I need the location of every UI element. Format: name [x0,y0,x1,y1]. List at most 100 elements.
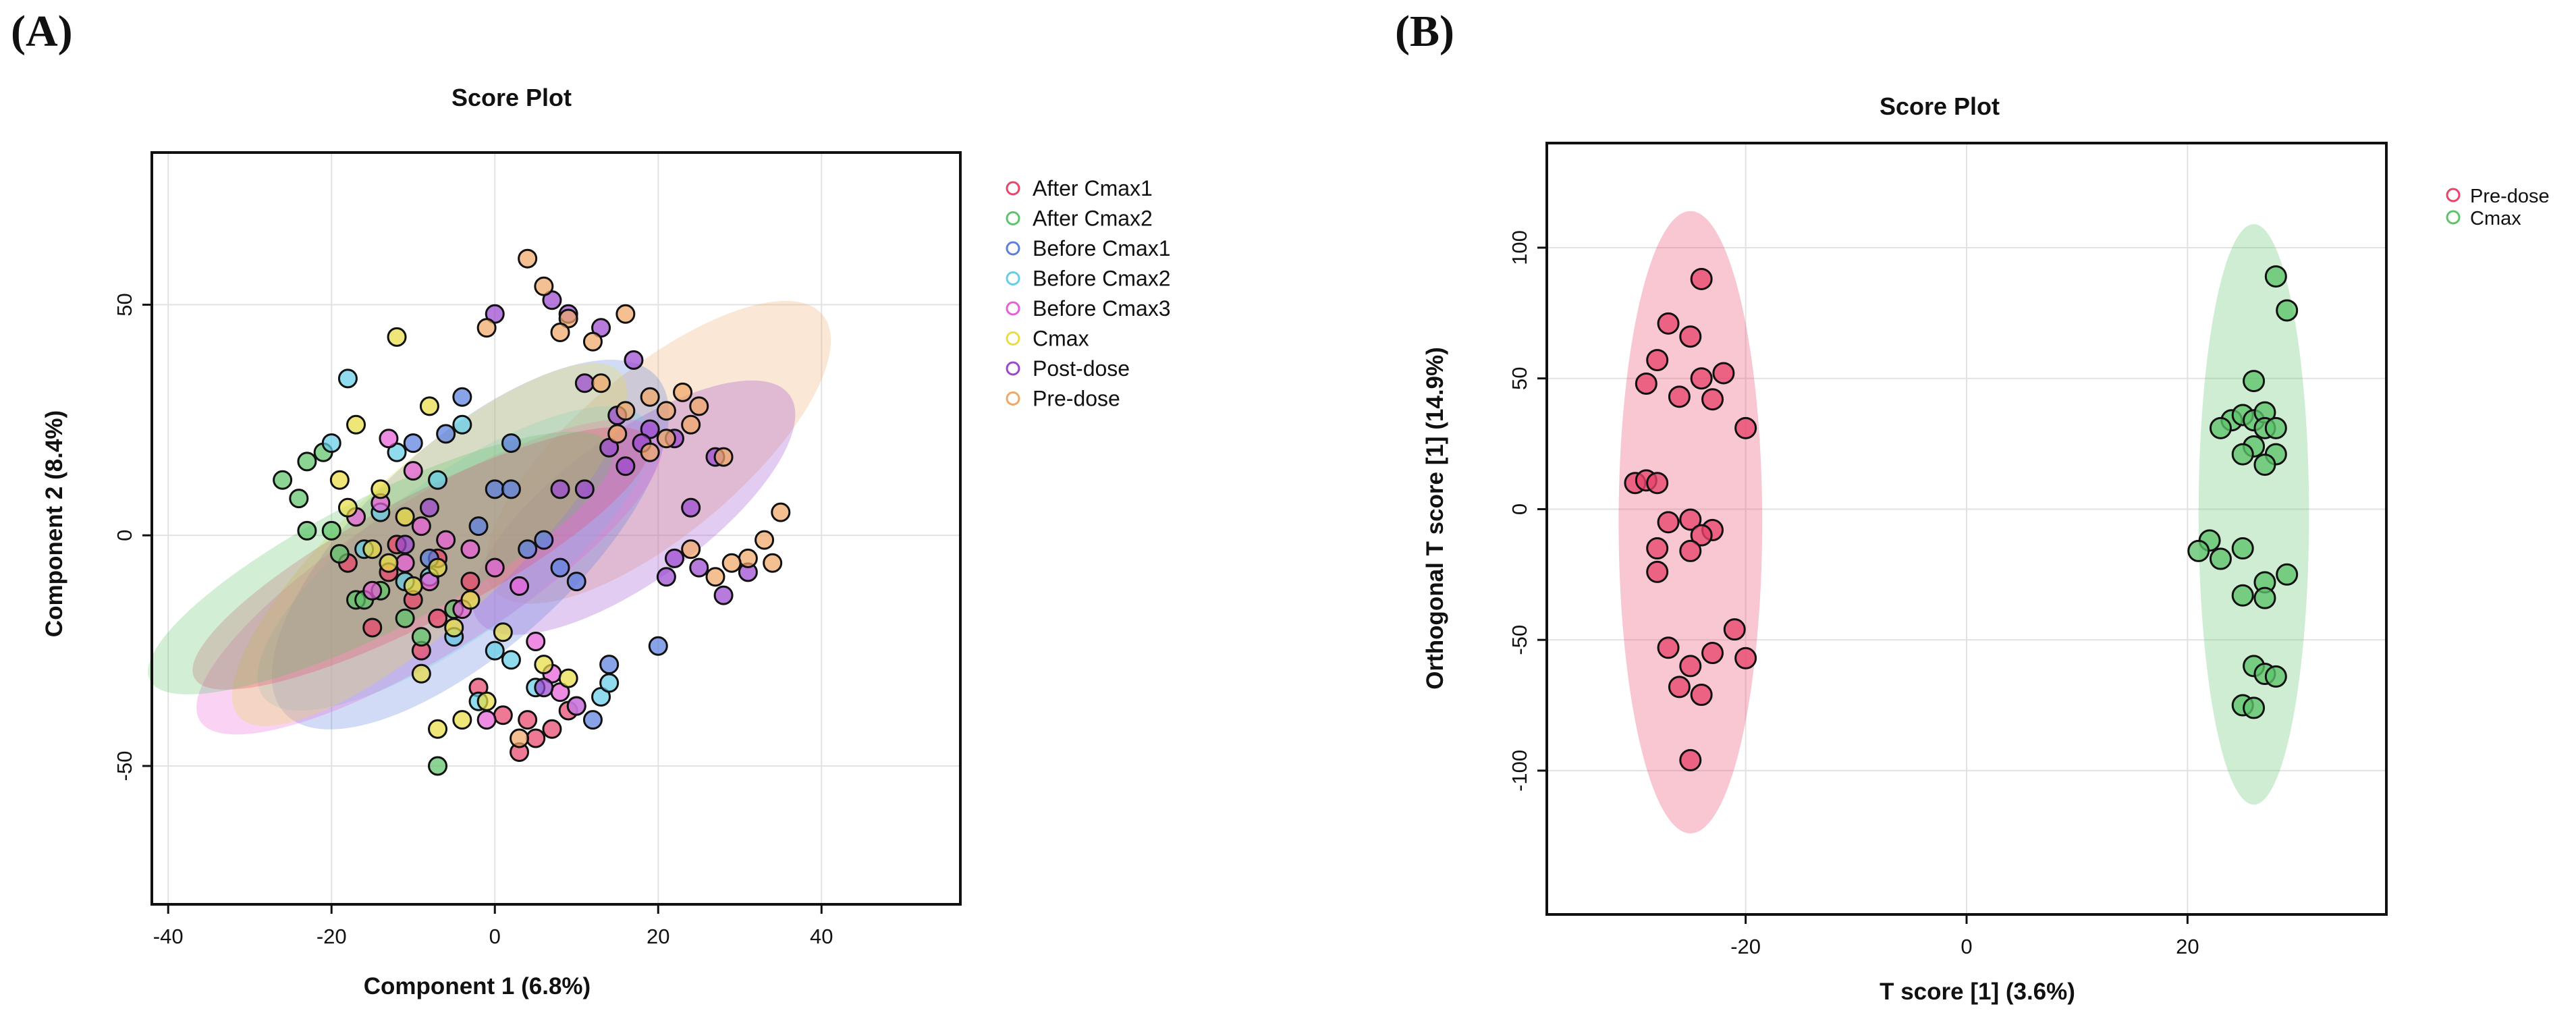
data-point [574,373,595,393]
data-point [387,327,407,347]
confidence-ellipse-cmax [2198,224,2309,805]
legend-marker [1006,331,1020,346]
confidence-ellipse-cmax [231,363,627,726]
data-point [615,401,636,421]
data-point [1668,676,1691,698]
data-point [476,318,497,338]
data-point [1679,539,1702,562]
data-point [566,696,586,716]
data-point [763,553,783,573]
data-point [2253,586,2276,609]
data-point [738,548,758,568]
data-point [1646,537,1669,560]
data-point [640,387,660,407]
panel-a-label: (A) [11,7,73,56]
legend-label: Cmax [1033,327,1089,351]
x-tick-label: 0 [1961,935,1972,958]
data-point [526,631,546,651]
legend-marker [1006,361,1020,376]
data-point [1701,642,1724,665]
legend-marker [1006,241,1020,256]
data-point [1701,388,1724,411]
data-point [411,516,431,537]
data-point [664,548,684,568]
data-point [452,387,472,407]
data-point [1690,267,1713,290]
data-point [460,539,481,559]
data-point [485,479,505,499]
plot-b-ylabel: Orthogonal T score [1] (14.9%) [1422,347,1448,690]
data-point [721,553,742,573]
data-point [2264,265,2287,288]
data-point [460,590,481,610]
data-point [501,433,521,454]
y-tick-label: 0 [113,530,136,541]
data-point [371,479,391,499]
data-point [656,567,676,587]
plot-a-frame [150,151,962,906]
data-point [460,572,481,592]
data-point [452,710,472,730]
data-point [2276,563,2299,586]
data-point [428,470,448,490]
data-point [713,585,734,605]
data-point [493,705,513,725]
data-point [542,719,562,739]
score-plot-a: Score Plot -40 -20 0 20 40 -50 0 50 Component 1… [41,84,1171,999]
legend-marker [2446,188,2461,202]
data-point [648,636,668,656]
data-point [297,520,317,541]
y-tick-label: 50 [113,293,136,316]
data-point [1723,618,1746,641]
data-point [705,567,725,587]
data-point [615,304,636,324]
data-point [1712,362,1735,385]
y-tick-label: 0 [1508,503,1531,515]
y-tick-label: -50 [1508,625,1531,655]
y-tick-label: 100 [1508,230,1531,265]
data-point [2276,299,2299,322]
data-point [2243,696,2266,719]
legend-marker [2446,210,2461,225]
data-point [329,544,350,564]
data-point [681,539,701,559]
data-point [273,470,293,490]
legend-label: Post-dose [1033,356,1130,381]
plot-a-xlabel: Component 1 (6.8%) [364,973,591,999]
data-point [534,276,554,296]
data-point [582,710,603,730]
data-point [346,414,366,435]
data-point [411,663,431,684]
x-tick-label: 0 [489,925,501,948]
data-point [2231,584,2254,607]
data-point [493,622,513,642]
data-point [510,576,530,596]
data-point [362,580,383,601]
legend-marker [1006,271,1020,285]
legend-label: After Cmax1 [1033,176,1153,200]
plot-b-title: Score Plot [1880,92,2000,120]
data-point [615,456,636,476]
data-point [518,539,538,559]
data-point [1734,647,1757,669]
data-point [1657,312,1680,335]
data-point [2187,539,2210,562]
data-point [1646,560,1669,583]
score-plot-b: Score Plot -20 0 20 -100 -50 0 50 100 T score [… [1422,92,2550,1005]
plot-a-legend: After Cmax1 After Cmax2 Before Cmax1 Before… [1006,176,1171,411]
data-point [534,655,554,675]
y-tick-label: 50 [1508,366,1531,389]
data-point [550,323,570,343]
data-point [689,396,709,416]
data-point [2231,443,2254,466]
data-point [526,728,546,748]
data-point [428,756,448,776]
data-point [1690,524,1713,547]
data-point [1646,472,1669,495]
panel-b-label: (B) [1395,7,1454,56]
y-tick-label: -50 [113,751,136,781]
data-point [1690,684,1713,707]
data-point [321,520,341,541]
